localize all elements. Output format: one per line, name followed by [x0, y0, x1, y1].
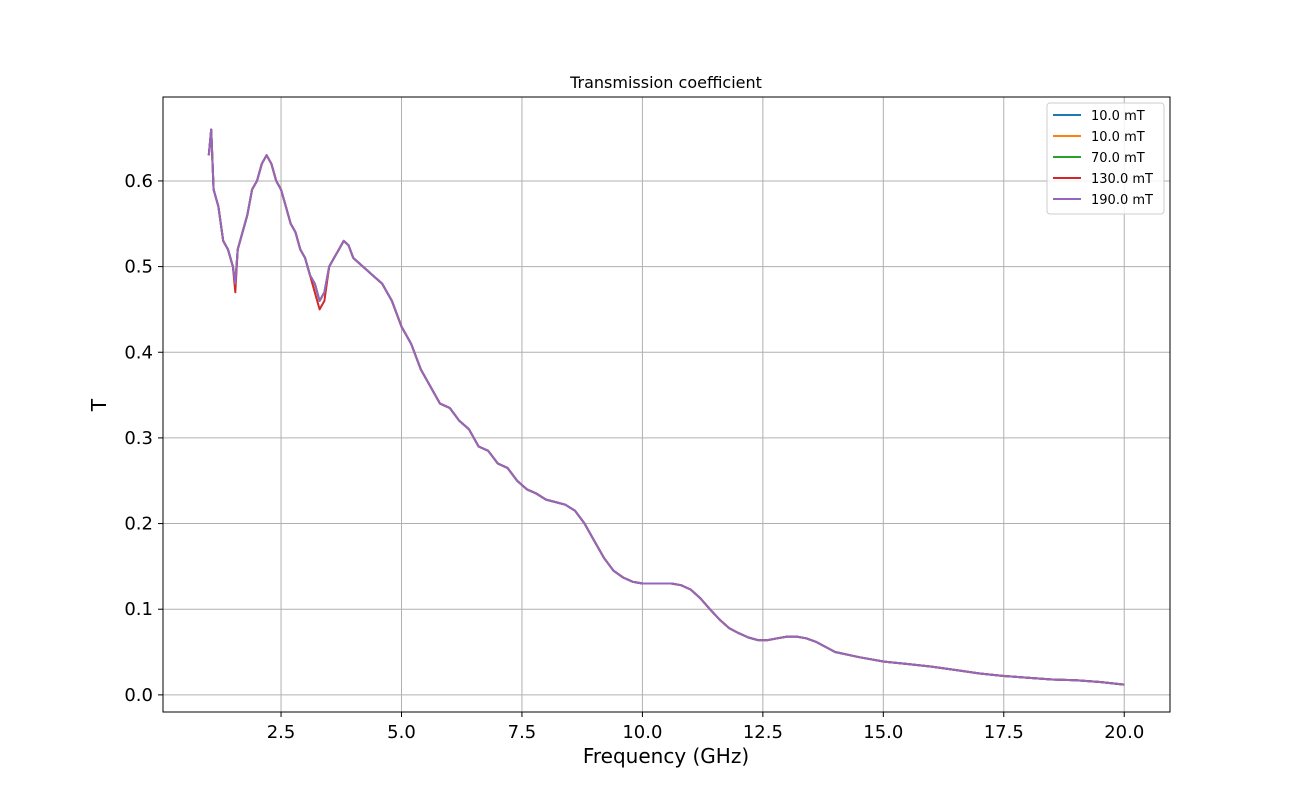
- legend-label: 130.0 mT: [1091, 172, 1153, 187]
- legend-box: [1046, 102, 1165, 215]
- plot-lines: [207, 128, 1125, 686]
- x-tick-label: 15.0: [863, 722, 903, 743]
- y-axis-label: T: [87, 398, 111, 412]
- legend-label: 190.0 mT: [1091, 193, 1153, 208]
- y-tick-label: 0.6: [124, 171, 153, 192]
- series-line-5: [207, 128, 1125, 686]
- y-axis-ticks: 0.0 0.1 0.2 0.3 0.4 0.5 0.6: [124, 171, 163, 706]
- x-axis-ticks: 2.5 5.0 7.5 10.0 12.5 15.0 17.5 20.0: [267, 712, 1144, 743]
- y-tick-label: 0.1: [124, 599, 153, 620]
- y-tick-label: 0.0: [124, 685, 153, 706]
- x-tick-label: 17.5: [984, 722, 1024, 743]
- x-tick-label: 2.5: [267, 722, 296, 743]
- x-tick-label: 12.5: [743, 722, 783, 743]
- x-axis-label: Frequency (GHz): [583, 744, 749, 768]
- y-tick-label: 0.2: [124, 514, 153, 535]
- chart-title: Transmission coefficient: [569, 73, 762, 92]
- y-tick-label: 0.5: [124, 257, 153, 278]
- y-tick-label: 0.4: [124, 342, 153, 363]
- legend: 10.0 mT 10.0 mT 70.0 mT 130.0 mT 190.0 mT: [1046, 102, 1165, 215]
- legend-label: 10.0 mT: [1091, 130, 1145, 145]
- y-tick-label: 0.3: [124, 428, 153, 449]
- x-tick-label: 20.0: [1104, 722, 1144, 743]
- legend-label: 70.0 mT: [1091, 151, 1145, 166]
- plot-frame: [162, 96, 1171, 713]
- x-tick-label: 7.5: [508, 722, 537, 743]
- x-tick-label: 10.0: [622, 722, 662, 743]
- x-tick-label: 5.0: [387, 722, 416, 743]
- legend-label: 10.0 mT: [1091, 109, 1145, 124]
